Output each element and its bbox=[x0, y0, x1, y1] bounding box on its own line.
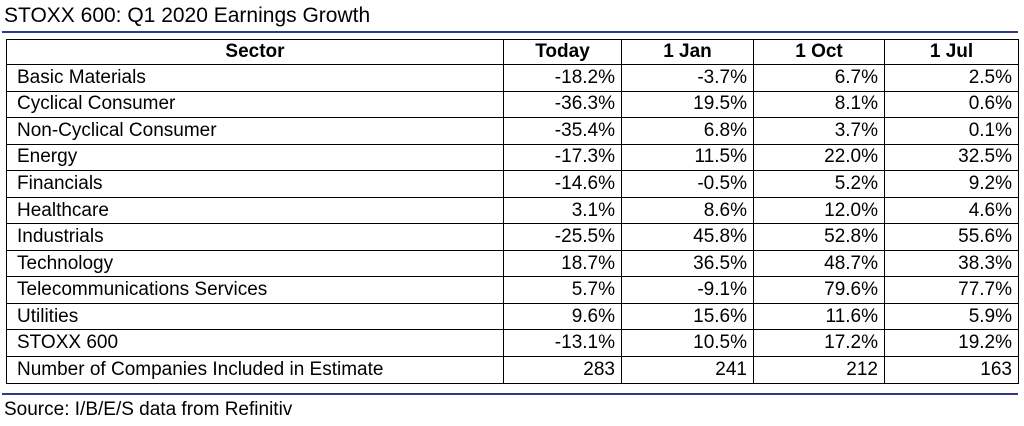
jan-cell: -0.5% bbox=[621, 170, 754, 198]
jul-cell: 19.2% bbox=[884, 329, 1019, 358]
jan-cell: 6.8% bbox=[621, 117, 754, 145]
jan-cell: 15.6% bbox=[621, 302, 754, 331]
jul-cell: 0.1% bbox=[884, 117, 1019, 145]
oct-cell: 48.7% bbox=[753, 249, 885, 278]
jan-cell: -9.1% bbox=[621, 276, 754, 304]
source-note: Source: I/B/E/S data from Refinitiv bbox=[4, 399, 293, 420]
sector-cell: Technology bbox=[6, 249, 504, 278]
header-row: Sector Today 1 Jan 1 Oct 1 Jul bbox=[6, 39, 1019, 65]
jan-cell: 19.5% bbox=[621, 90, 754, 119]
jul-cell: 9.2% bbox=[884, 170, 1019, 198]
today-cell: -14.6% bbox=[503, 170, 622, 198]
oct-cell: 8.1% bbox=[753, 90, 885, 119]
column-header-1-jan: 1 Jan bbox=[621, 39, 754, 65]
sector-cell: Energy bbox=[6, 143, 504, 172]
sector-cell: Utilities bbox=[6, 302, 504, 331]
sector-cell: Financials bbox=[6, 170, 504, 198]
jan-cell: 8.6% bbox=[621, 196, 754, 225]
oct-cell: 17.2% bbox=[753, 329, 885, 358]
oct-cell: 5.2% bbox=[753, 170, 885, 198]
table-title: STOXX 600: Q1 2020 Earnings Growth bbox=[4, 4, 371, 27]
oct-cell: 3.7% bbox=[753, 117, 885, 145]
table-row: Telecommunications Services 5.7% -9.1% 79.6… bbox=[6, 276, 1019, 304]
today-cell: 5.7% bbox=[503, 276, 622, 304]
jan-cell: 11.5% bbox=[621, 143, 754, 172]
sector-cell: Number of Companies Included in Estimate bbox=[6, 356, 504, 384]
source-divider bbox=[2, 393, 1018, 395]
column-header-today: Today bbox=[503, 39, 622, 65]
today-cell: -17.3% bbox=[503, 143, 622, 172]
oct-cell: 6.7% bbox=[753, 64, 885, 92]
earnings-table: Sector Today 1 Jan 1 Oct 1 Jul Basic Mat… bbox=[6, 39, 1019, 384]
jul-cell: 55.6% bbox=[884, 223, 1019, 251]
jul-cell: 32.5% bbox=[884, 143, 1019, 172]
title-divider bbox=[2, 31, 1018, 33]
today-cell: -25.5% bbox=[503, 223, 622, 251]
jul-cell: 38.3% bbox=[884, 249, 1019, 278]
table-row: Cyclical Consumer -36.3% 19.5% 8.1% 0.6% bbox=[6, 90, 1019, 119]
jan-cell: 36.5% bbox=[621, 249, 754, 278]
today-cell: -35.4% bbox=[503, 117, 622, 145]
column-header-sector: Sector bbox=[6, 39, 504, 65]
jul-cell: 0.6% bbox=[884, 90, 1019, 119]
table-row: Utilities 9.6% 15.6% 11.6% 5.9% bbox=[6, 302, 1019, 331]
oct-cell: 52.8% bbox=[753, 223, 885, 251]
table-body: Basic Materials -18.2% -3.7% 6.7% 2.5% Cyclic… bbox=[6, 64, 1019, 384]
jan-cell: 45.8% bbox=[621, 223, 754, 251]
sector-cell: Healthcare bbox=[6, 196, 504, 225]
jan-cell: -3.7% bbox=[621, 64, 754, 92]
today-cell: -18.2% bbox=[503, 64, 622, 92]
sector-cell: Basic Materials bbox=[6, 64, 504, 92]
sector-cell: Telecommunications Services bbox=[6, 276, 504, 304]
oct-cell: 22.0% bbox=[753, 143, 885, 172]
today-cell: -13.1% bbox=[503, 329, 622, 358]
today-cell: -36.3% bbox=[503, 90, 622, 119]
jan-cell: 10.5% bbox=[621, 329, 754, 358]
table-row: Basic Materials -18.2% -3.7% 6.7% 2.5% bbox=[6, 64, 1019, 92]
today-cell: 18.7% bbox=[503, 249, 622, 278]
jul-cell: 77.7% bbox=[884, 276, 1019, 304]
table-row: Energy -17.3% 11.5% 22.0% 32.5% bbox=[6, 143, 1019, 172]
oct-cell: 11.6% bbox=[753, 302, 885, 331]
jul-cell: 4.6% bbox=[884, 196, 1019, 225]
sector-cell: Industrials bbox=[6, 223, 504, 251]
table-row: Technology 18.7% 36.5% 48.7% 38.3% bbox=[6, 249, 1019, 278]
today-cell: 9.6% bbox=[503, 302, 622, 331]
sector-cell: STOXX 600 bbox=[6, 329, 504, 358]
table-row: Number of Companies Included in Estimate… bbox=[6, 356, 1019, 384]
jul-cell: 163 bbox=[884, 356, 1019, 384]
table-row: Financials -14.6% -0.5% 5.2% 9.2% bbox=[6, 170, 1019, 198]
jan-cell: 241 bbox=[621, 356, 754, 384]
jul-cell: 2.5% bbox=[884, 64, 1019, 92]
today-cell: 283 bbox=[503, 356, 622, 384]
sector-cell: Cyclical Consumer bbox=[6, 90, 504, 119]
table-row: Non-Cyclical Consumer -35.4% 6.8% 3.7% 0.1% bbox=[6, 117, 1019, 145]
today-cell: 3.1% bbox=[503, 196, 622, 225]
oct-cell: 12.0% bbox=[753, 196, 885, 225]
column-header-1-oct: 1 Oct bbox=[753, 39, 885, 65]
table-row: Healthcare 3.1% 8.6% 12.0% 4.6% bbox=[6, 196, 1019, 225]
oct-cell: 212 bbox=[753, 356, 885, 384]
table-row: STOXX 600 -13.1% 10.5% 17.2% 19.2% bbox=[6, 329, 1019, 358]
oct-cell: 79.6% bbox=[753, 276, 885, 304]
column-header-1-jul: 1 Jul bbox=[884, 39, 1019, 65]
jul-cell: 5.9% bbox=[884, 302, 1019, 331]
sector-cell: Non-Cyclical Consumer bbox=[6, 117, 504, 145]
table-row: Industrials -25.5% 45.8% 52.8% 55.6% bbox=[6, 223, 1019, 251]
